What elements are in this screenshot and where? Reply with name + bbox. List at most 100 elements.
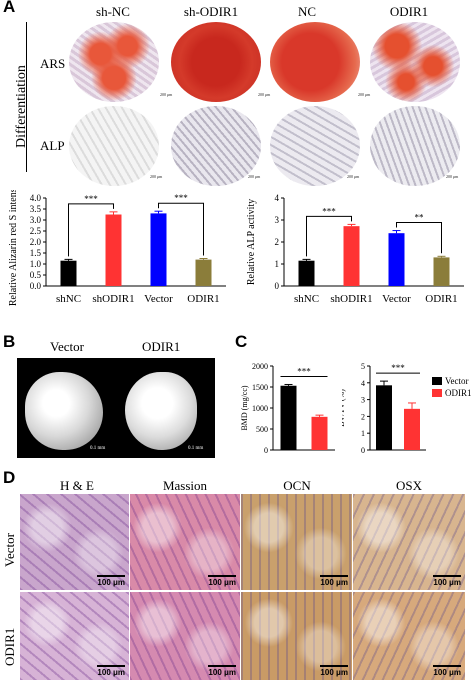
d-col-he: H & E: [60, 478, 94, 493]
bar-Vector: [376, 385, 392, 450]
y-axis-label: BMD (mg/cc): [240, 385, 249, 430]
bar-ODIR1: [433, 257, 450, 286]
significance-stars: **: [415, 213, 425, 223]
dish-scale-4: 200 μm: [150, 174, 163, 179]
significance-stars: ***: [84, 194, 98, 204]
y-tick-label: 4: [361, 379, 365, 388]
differentiation-bracket: [26, 22, 27, 172]
col-label-sh-nc: sh-NC: [96, 4, 130, 19]
significance-bracket: [306, 215, 352, 257]
bar-Vector: [150, 213, 167, 286]
dish-scale-7: 200 μm: [446, 174, 459, 179]
alp-dish-nc: [270, 106, 360, 186]
y-tick-label: 500: [256, 425, 268, 434]
histology-tile: 100 μm: [353, 592, 465, 680]
significance-bracket: [158, 202, 204, 256]
histology-tile: 100 μm: [130, 494, 240, 590]
y-tick-label: 3: [361, 396, 365, 405]
category-label: Vector: [144, 293, 173, 305]
scale-bar: 100 μm: [208, 665, 236, 677]
bar-ODIR1: [195, 259, 212, 286]
panel-b-letter: B: [3, 332, 16, 351]
microct-scale-2: 0.1 mm: [188, 446, 204, 451]
category-label: ODIR1: [187, 293, 219, 305]
microct-odir1: [125, 372, 197, 450]
scale-bar: 100 μm: [97, 665, 125, 677]
y-tick-label: 0.5: [30, 270, 42, 280]
significance-bracket: [396, 222, 442, 254]
significance-bracket: [68, 203, 114, 257]
legend-swatch: [432, 377, 442, 385]
bar-ODIR1: [311, 416, 328, 450]
microct-label-vector: Vector: [50, 339, 84, 354]
dish-scale-5: 200 μm: [248, 174, 261, 179]
category-label: shNC: [56, 293, 81, 305]
col-label-sh-odir1: sh-ODIR1: [183, 4, 239, 19]
y-tick-label: 4: [275, 193, 280, 203]
panel-a-letter: A: [3, 0, 16, 16]
ars-dish-nc: [270, 22, 360, 102]
y-tick-label: 0: [275, 281, 280, 291]
dish-scale-1: 200 μm: [160, 92, 173, 97]
y-tick-label: 2.0: [30, 237, 42, 247]
category-label: shNC: [294, 293, 319, 305]
alp-dish-sh-odir1: [171, 106, 261, 186]
y-axis-label: BV/TV (%): [342, 389, 346, 427]
y-tick-label: 1: [275, 259, 280, 269]
scale-bar: 100 μm: [208, 575, 236, 587]
category-label: shODIR1: [330, 293, 372, 305]
legend-label: ODIR1: [445, 388, 472, 398]
chart-bmd: 0 500 1000 1500 2000 BMD (mg/cc) ***: [240, 362, 335, 455]
microct-scale-1: 0.1 mm: [90, 446, 106, 451]
category-label: shODIR1: [92, 293, 134, 305]
y-tick-label: 3: [275, 215, 280, 225]
scale-bar: 100 μm: [97, 575, 125, 587]
row-label-ars: ARS: [40, 56, 66, 71]
bar-shNC: [60, 260, 77, 286]
differentiation-label: Differentiation: [14, 65, 29, 148]
d-col-massion: Massion: [162, 478, 208, 493]
category-label: Vector: [382, 293, 411, 305]
histology-tile: 100 μm: [241, 494, 352, 590]
panel-c-letter: C: [235, 332, 248, 351]
y-tick-label: 3.5: [30, 204, 42, 214]
bar-shODIR1: [343, 226, 360, 286]
y-tick-label: 1.5: [30, 248, 42, 258]
chart-bv-tv: 0 1 2 3 4 5 BV/TV (%) *** Vector ODIR1: [342, 362, 472, 455]
scale-bar: 100 μm: [320, 575, 348, 587]
scale-bar: 100 μm: [433, 575, 461, 587]
histology-tile: 100 μm: [20, 592, 129, 680]
d-row-vector: Vector: [2, 533, 17, 567]
y-tick-label: 2.5: [30, 226, 42, 236]
alp-dish-odir1: [370, 106, 460, 186]
y-tick-label: 1500: [252, 383, 268, 392]
y-tick-label: 1000: [252, 404, 268, 413]
scale-bar: 100 μm: [433, 665, 461, 677]
category-label: ODIR1: [425, 293, 457, 305]
alp-dish-sh-nc: [69, 106, 159, 186]
histology-tile: 100 μm: [20, 494, 129, 590]
dish-scale-2: 200 μm: [258, 92, 271, 97]
bar-Vector: [388, 233, 405, 286]
dish-scale-6: 200 μm: [347, 174, 360, 179]
y-tick-label: 2: [361, 412, 365, 421]
y-axis-label: Relative Alizarin red S intensity: [8, 190, 19, 306]
y-tick-label: 2: [275, 237, 280, 247]
chart-alp-activity: 0 1 2 3 4 Relative ALP activity shNC shODIR1 Vec…: [246, 193, 464, 305]
microct-vector: [25, 372, 103, 450]
panel-d-letter: D: [3, 468, 16, 487]
ars-dish-sh-nc: [69, 22, 159, 102]
ars-dish-sh-odir1: [171, 22, 261, 102]
y-tick-label: 0.0: [30, 281, 42, 291]
y-tick-label: 1.0: [30, 259, 42, 269]
ars-dish-odir1: [370, 22, 460, 102]
y-tick-label: 4.0: [30, 193, 42, 203]
y-tick-label: 0: [264, 446, 268, 455]
y-tick-label: 1: [361, 429, 365, 438]
y-tick-label: 2000: [252, 362, 268, 371]
bar-shODIR1: [105, 214, 122, 286]
microct-label-odir1: ODIR1: [142, 339, 181, 354]
y-axis-label: Relative ALP activity: [246, 199, 257, 285]
d-col-ocn: OCN: [283, 478, 311, 493]
bar-ODIR1: [404, 408, 420, 450]
